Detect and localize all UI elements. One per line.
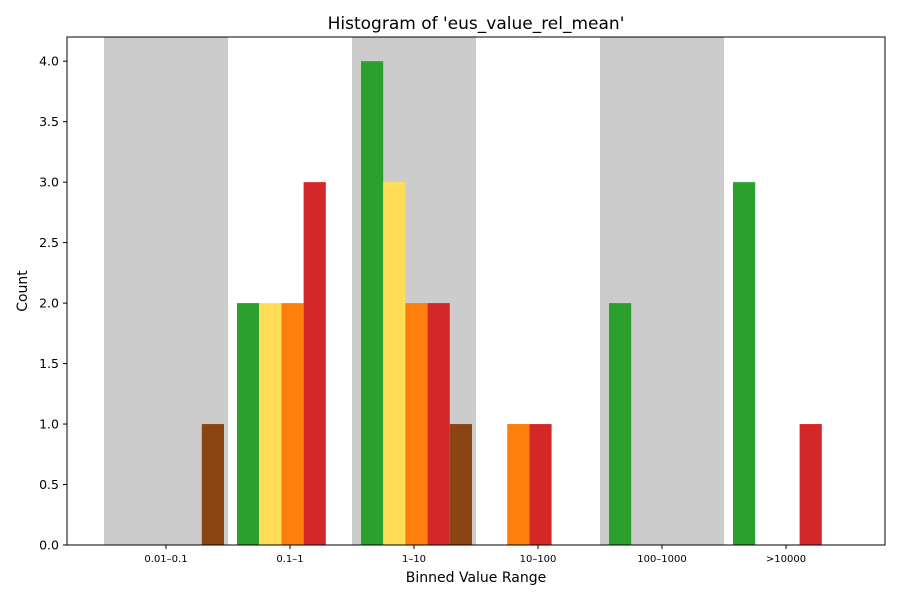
- histogram-bar: [609, 303, 632, 545]
- histogram-bar: [361, 61, 384, 545]
- histogram-bar: [449, 424, 472, 545]
- x-axis-label: Binned Value Range: [406, 570, 546, 586]
- y-tick-label: 2.0: [39, 296, 59, 311]
- x-tick-label: 10–100: [520, 554, 557, 565]
- histogram-bar: [529, 424, 552, 545]
- histogram-bar: [405, 303, 428, 545]
- histogram-bar: [733, 182, 756, 545]
- histogram-bar: [799, 424, 822, 545]
- histogram-bar: [201, 424, 224, 545]
- histogram-bar: [383, 182, 406, 545]
- histogram-bar: [303, 182, 326, 545]
- chart-title: Histogram of 'eus_value_rel_mean': [328, 14, 625, 34]
- y-tick-label: 4.0: [39, 54, 59, 69]
- y-tick-label: 3.0: [39, 175, 59, 190]
- y-tick-label: 1.0: [39, 417, 59, 432]
- y-axis-label: Count: [15, 270, 31, 312]
- y-tick-label: 0.0: [39, 538, 59, 553]
- x-tick-label: 0.01–0.1: [144, 554, 187, 565]
- histogram-bar: [259, 303, 282, 545]
- y-tick-label: 3.5: [39, 114, 59, 129]
- y-tick-label: 1.5: [39, 356, 59, 371]
- histogram-bar: [237, 303, 260, 545]
- x-tick-label: 0.1–1: [276, 554, 303, 565]
- x-tick-label: 1–10: [402, 554, 426, 565]
- histogram-bar: [281, 303, 304, 545]
- y-tick-label: 2.5: [39, 235, 59, 250]
- plot-frame: [66, 36, 886, 546]
- histogram-bar: [507, 424, 530, 545]
- x-tick-label: 100–1000: [637, 554, 687, 565]
- x-tick-label: >10000: [766, 554, 806, 565]
- histogram-bar: [427, 303, 450, 545]
- y-tick-label: 0.5: [39, 477, 59, 492]
